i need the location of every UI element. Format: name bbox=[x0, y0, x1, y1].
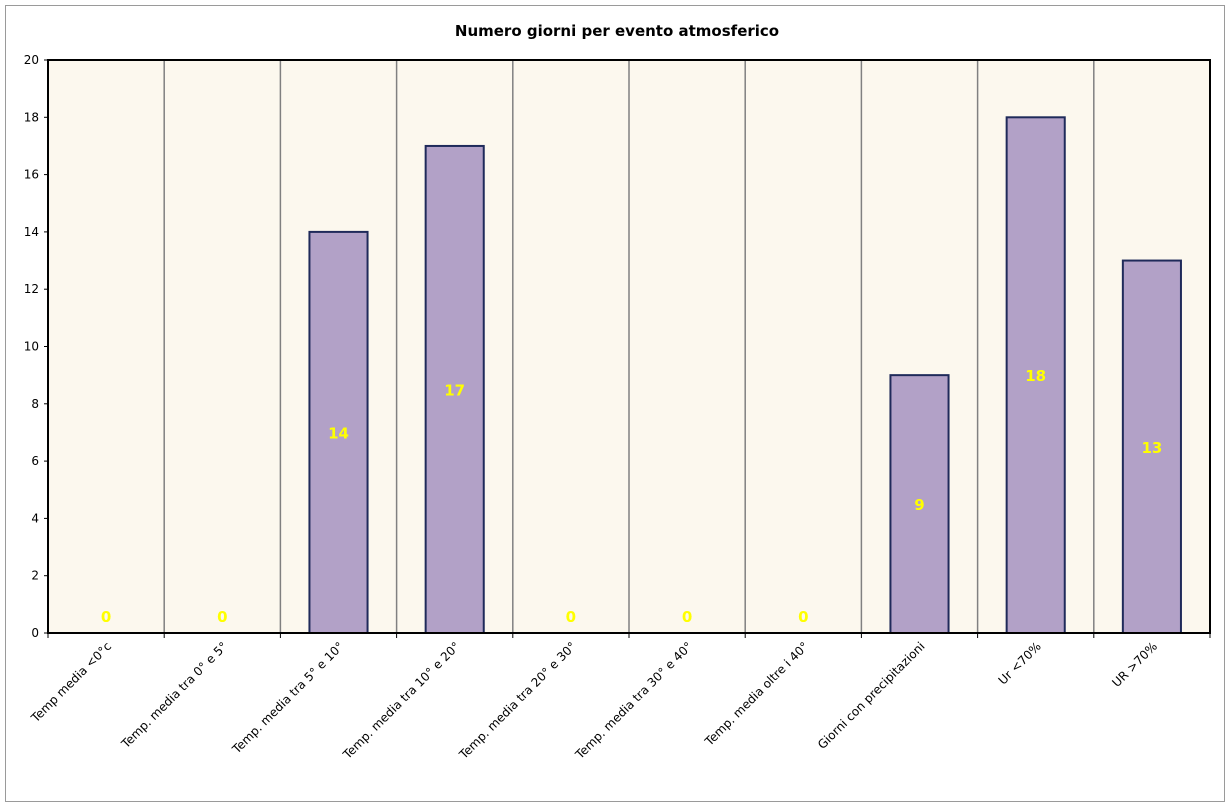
data-label: 0 bbox=[217, 608, 227, 626]
y-tick-label: 4 bbox=[31, 511, 39, 525]
x-tick-label: Ur <70% bbox=[996, 639, 1044, 687]
data-label: 0 bbox=[566, 608, 576, 626]
bar bbox=[889, 374, 950, 634]
data-label: 9 bbox=[914, 496, 924, 514]
y-tick-label: 16 bbox=[24, 168, 39, 182]
data-label: 0 bbox=[682, 608, 692, 626]
x-tick-label: Temp media <0°c bbox=[28, 639, 114, 725]
data-label: 18 bbox=[1025, 367, 1046, 385]
chart-title: Numero giorni per evento atmosferico bbox=[455, 22, 779, 40]
bar bbox=[308, 230, 369, 634]
data-label: 13 bbox=[1141, 439, 1162, 457]
y-tick-label: 8 bbox=[31, 397, 39, 411]
y-tick-label: 12 bbox=[24, 282, 39, 296]
x-tick-label: Temp. media oltre i 40° bbox=[701, 639, 811, 749]
y-tick-label: 2 bbox=[31, 569, 39, 583]
x-tick-label: Temp. media tra 5° e 10° bbox=[229, 639, 347, 757]
y-tick-label: 20 bbox=[24, 53, 39, 67]
x-tick-label: Temp. media tra 0° e 5° bbox=[118, 639, 230, 751]
bars bbox=[308, 116, 1182, 635]
bar bbox=[424, 144, 485, 634]
gridlines bbox=[163, 60, 1095, 633]
y-tick-label: 0 bbox=[31, 626, 39, 640]
data-label: 0 bbox=[101, 608, 111, 626]
x-tick-label: Temp. media tra 30° e 40° bbox=[572, 639, 695, 762]
data-labels: 0 0 14 17 0 0 0 9 18 13 bbox=[101, 367, 1162, 626]
y-tick-label: 18 bbox=[24, 110, 39, 124]
x-tick-label: Temp. media tra 10° e 20° bbox=[340, 639, 463, 762]
x-tick-label: Temp. media tra 20° e 30° bbox=[456, 639, 579, 762]
x-axis: Temp media <0°c Temp. media tra 0° e 5° Te… bbox=[28, 633, 1211, 762]
x-tick-label: Giorni con precipitazioni bbox=[815, 639, 928, 752]
y-tick-label: 14 bbox=[24, 225, 39, 239]
data-label: 0 bbox=[798, 608, 808, 626]
y-axis: 0 2 4 6 8 10 12 14 16 18 20 bbox=[24, 53, 48, 640]
data-label: 14 bbox=[328, 424, 349, 442]
x-tick-label: UR >70% bbox=[1109, 639, 1160, 690]
y-tick-label: 6 bbox=[31, 454, 39, 468]
data-label: 17 bbox=[444, 381, 465, 399]
y-tick-label: 10 bbox=[24, 340, 39, 354]
